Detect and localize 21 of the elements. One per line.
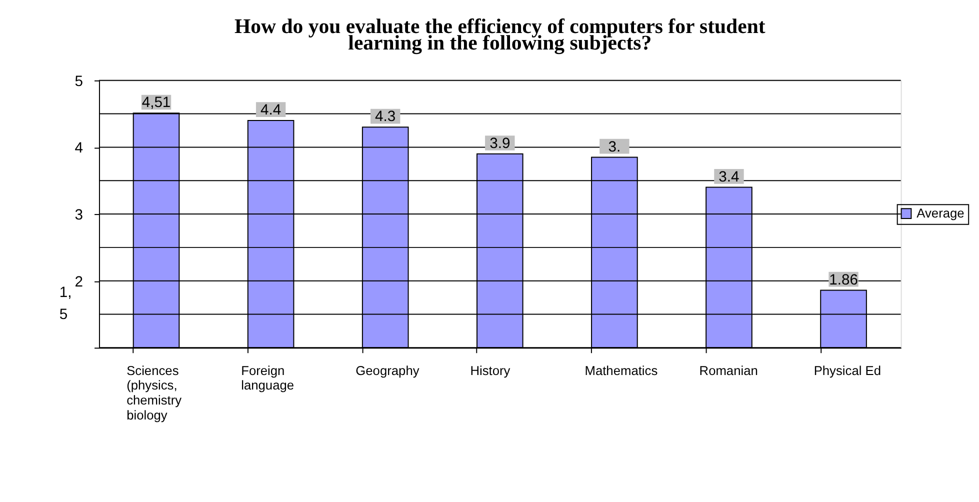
x-tick-label: Sciences (physics, chemistry biology (126, 362, 182, 422)
x-tick-label: Mathematics (584, 362, 658, 378)
text: 4.3 (375, 109, 396, 126)
text: 4,51 (142, 95, 171, 112)
x-tick-label: Romanian (699, 362, 758, 378)
text: 3.4 (718, 169, 740, 186)
x-tick-label: Physical Ed (814, 362, 882, 378)
y-tick-label: 4 (74, 140, 83, 157)
x-tick-label: Geography (356, 362, 420, 378)
legend-label: Average (916, 205, 964, 220)
text: 3.9 (490, 136, 510, 152)
x-tick-label: History (470, 362, 511, 378)
text: 1.86 (829, 272, 858, 288)
text: 3. (608, 139, 621, 156)
text: 4.4 (260, 102, 282, 119)
text: 5 (59, 306, 68, 323)
y-tick-label: 3 (74, 207, 83, 224)
y-tick-label: 2 (74, 274, 83, 290)
x-tick-label: Foreign language (241, 362, 294, 393)
y-tick-label: 5 (74, 74, 83, 90)
text: 1, (59, 285, 72, 302)
